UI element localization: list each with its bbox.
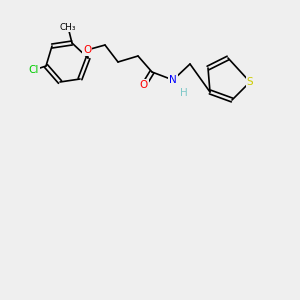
Text: O: O: [83, 45, 91, 55]
Text: CH₃: CH₃: [60, 22, 76, 32]
Text: Cl: Cl: [29, 65, 39, 75]
Text: N: N: [169, 75, 177, 85]
Text: S: S: [247, 77, 253, 87]
Text: H: H: [180, 88, 188, 98]
Text: O: O: [140, 80, 148, 90]
